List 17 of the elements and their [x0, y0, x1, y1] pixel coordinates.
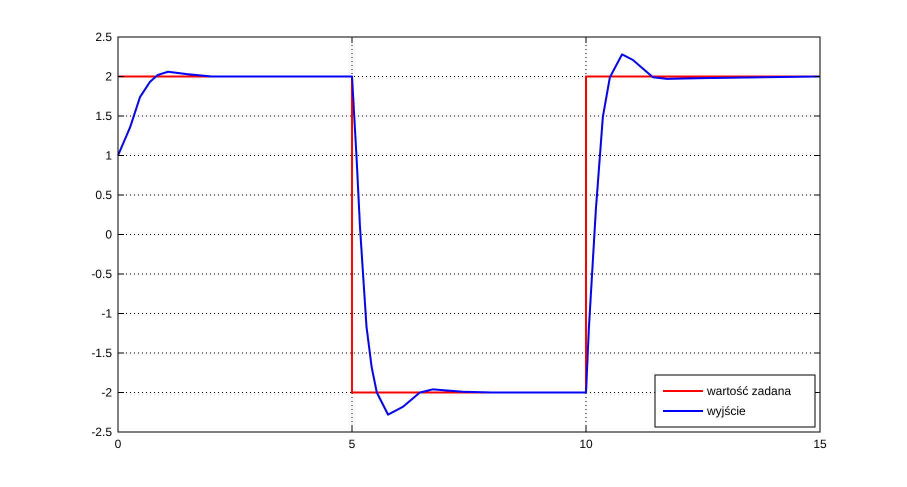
legend-label: wartość zadana	[706, 384, 792, 398]
y-tick-label: -2	[101, 386, 112, 400]
y-tick-label: 1	[105, 148, 112, 162]
y-tick-label: 2	[105, 70, 112, 84]
x-tick-label: 10	[579, 437, 593, 451]
y-tick-label: -0.5	[91, 267, 112, 281]
y-tick-label: 2.5	[95, 30, 112, 44]
y-tick-label: 0	[105, 228, 112, 242]
y-tick-label: -1.5	[91, 346, 112, 360]
y-tick-label: -2.5	[91, 425, 112, 439]
legend-label: wyjście	[706, 404, 746, 418]
y-tick-label: -1	[101, 306, 112, 320]
x-tick-label: 5	[348, 437, 356, 451]
x-tick-label: 15	[813, 437, 827, 451]
y-tick-label: 1.5	[95, 109, 112, 123]
x-tick-label: 0	[114, 437, 122, 451]
y-tick-label: 0.5	[95, 188, 112, 202]
